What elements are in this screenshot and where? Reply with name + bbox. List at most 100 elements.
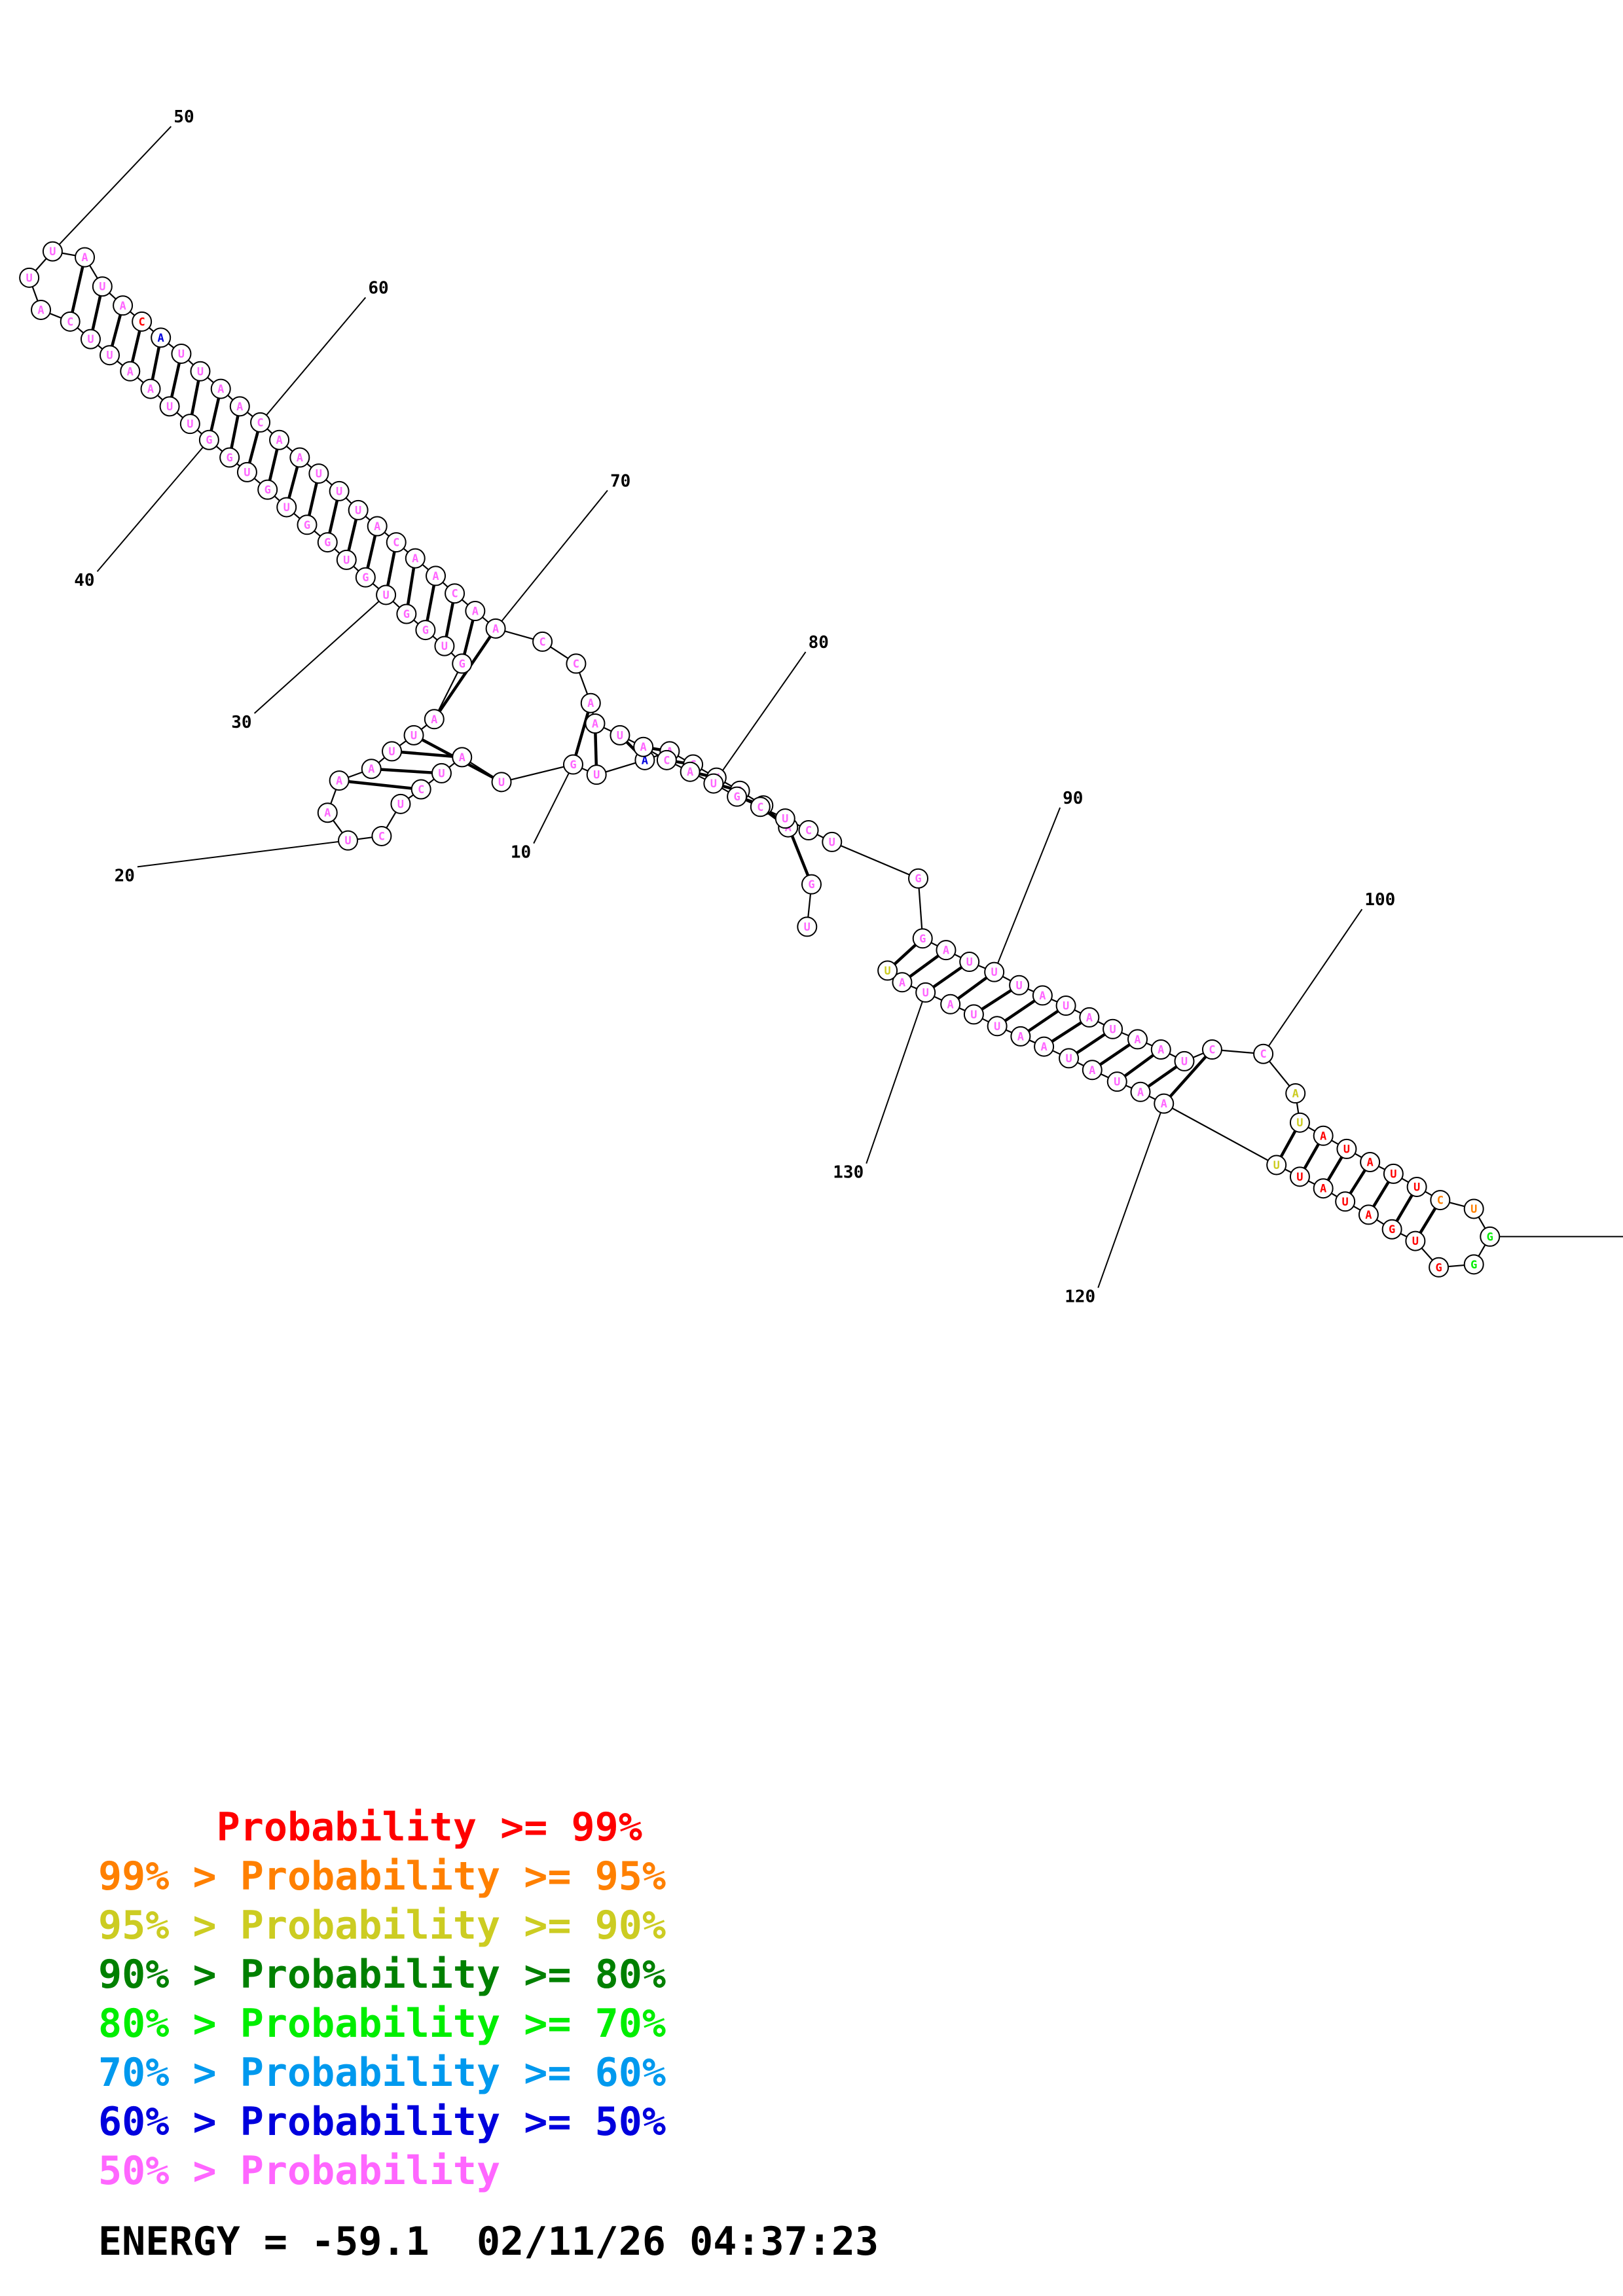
position-number-label: 10	[511, 843, 531, 863]
nucleotide: A	[269, 429, 290, 450]
nucleotide-circle	[336, 549, 357, 570]
nucleotide-circle	[348, 499, 369, 520]
nucleotide-circle	[1463, 1198, 1484, 1219]
nucleotide: U	[822, 831, 843, 852]
nucleotide: A	[1034, 1036, 1055, 1057]
nucleotide: G	[257, 479, 278, 500]
nucleotide: A	[585, 713, 606, 734]
nucleotide-circle	[1360, 1152, 1381, 1172]
nucleotide-letter: G	[733, 791, 740, 804]
nucleotide: A	[892, 972, 913, 993]
nucleotide-circle	[92, 276, 113, 297]
legend-label: Probability >= 50%	[240, 2099, 666, 2145]
nucleotide-letter: U	[970, 1009, 977, 1022]
nucleotide-circle	[703, 773, 724, 794]
nucleotide: U	[1103, 1018, 1123, 1039]
nucleotide: U	[179, 414, 200, 435]
nucleotide-letter: C	[451, 588, 458, 601]
nucleotide-circle	[940, 994, 961, 1014]
nucleotide-letter: U	[1390, 1168, 1396, 1181]
nucleotide-letter: U	[316, 468, 322, 481]
nucleotide-letter: U	[1296, 1171, 1303, 1184]
nucleotide: A	[75, 247, 96, 268]
nucleotide-circle	[1381, 1219, 1402, 1240]
nucleotide-letter: U	[343, 554, 350, 567]
nucleotide-letter: A	[1039, 990, 1046, 1003]
nucleotide-letter: A	[642, 754, 648, 767]
nucleotide: G	[727, 786, 748, 807]
nucleotide-letter: U	[922, 986, 929, 999]
nucleotide-letter: G	[1435, 1261, 1442, 1274]
nucleotide-circle	[210, 378, 231, 399]
nucleotide-circle	[434, 636, 455, 656]
nucleotide-circle	[1174, 1050, 1195, 1071]
nucleotide-letter: U	[49, 245, 56, 259]
nucleotide-circle	[1463, 1254, 1484, 1275]
nucleotide: C	[798, 820, 819, 841]
nucleotide-circle	[580, 692, 601, 713]
nucleotide-letter: A	[1367, 1157, 1374, 1170]
nucleotide-letter: U	[355, 504, 361, 517]
nucleotide-letter: U	[617, 729, 623, 742]
nucleotide-circle	[382, 741, 403, 762]
position-number-label: 70	[610, 471, 630, 491]
number-tick	[533, 764, 574, 844]
nucleotide: A	[633, 736, 654, 757]
nucleotide-circle	[586, 764, 607, 785]
nucleotide: A	[1313, 1178, 1334, 1199]
nucleotide: U	[877, 960, 898, 981]
nucleotide-letter: U	[1412, 1235, 1419, 1248]
nucleotide-circle	[984, 961, 1005, 982]
nucleotide: G	[912, 928, 933, 949]
nucleotide-circle	[355, 567, 376, 588]
nucleotide-circle	[1079, 1007, 1100, 1028]
nucleotide-circle	[140, 378, 161, 399]
nucleotide-letter: G	[459, 658, 465, 671]
nucleotide: U	[1463, 1198, 1484, 1219]
nucleotide-circle	[190, 361, 211, 382]
nucleotide: A	[940, 994, 961, 1014]
nucleotide-letter: G	[227, 452, 233, 465]
nucleotide: U	[915, 982, 936, 1003]
nucleotide-letter: U	[1273, 1159, 1280, 1172]
legend-threshold: 90% >	[98, 1952, 240, 1998]
nucleotide-circle	[361, 759, 382, 780]
nucleotide: A	[936, 940, 957, 961]
position-number-label: 50	[173, 107, 194, 127]
nucleotide: U	[1106, 1071, 1127, 1092]
legend-row: 90% > Probability >= 80%	[98, 1950, 666, 2000]
nucleotide-circle	[1480, 1226, 1501, 1247]
nucleotide: A	[1285, 1083, 1306, 1104]
nucleotide-letter: U	[498, 776, 505, 789]
nucleotide: U	[586, 764, 607, 785]
nucleotide-circle	[338, 830, 359, 851]
nucleotide-circle	[396, 603, 417, 624]
nucleotide-circle	[585, 713, 606, 734]
nucleotide-letter: A	[943, 944, 949, 958]
nucleotide: G	[415, 620, 436, 641]
nucleotide-letter: A	[1320, 1130, 1326, 1143]
nucleotide-letter: U	[438, 767, 445, 780]
nucleotide-circle	[566, 653, 587, 674]
nucleotide-letter: A	[1161, 1098, 1167, 1111]
nucleotide-letter: A	[1086, 1011, 1093, 1024]
nucleotide-letter: U	[178, 348, 185, 361]
nucleotide: U	[329, 480, 350, 501]
position-number-label: 80	[809, 633, 829, 653]
nucleotide-letter: A	[236, 401, 243, 414]
nucleotide: U	[348, 499, 369, 520]
nucleotide: C	[1201, 1039, 1222, 1060]
nucleotide-circle	[100, 345, 120, 366]
nucleotide-circle	[1406, 1176, 1427, 1197]
nucleotide-letter: U	[397, 798, 404, 811]
nucleotide: C	[445, 583, 465, 604]
nucleotide-letter: U	[382, 589, 389, 602]
nucleotide-letter: G	[1389, 1223, 1395, 1236]
nucleotide: A	[289, 447, 310, 468]
nucleotide-letter: U	[344, 834, 351, 848]
legend-label: Probability >= 80%	[240, 1952, 666, 1998]
nucleotide-circle	[250, 412, 271, 433]
nucleotide: C	[386, 532, 407, 553]
nucleotide-letter: U	[1109, 1023, 1116, 1036]
nucleotide-circle	[445, 583, 465, 604]
